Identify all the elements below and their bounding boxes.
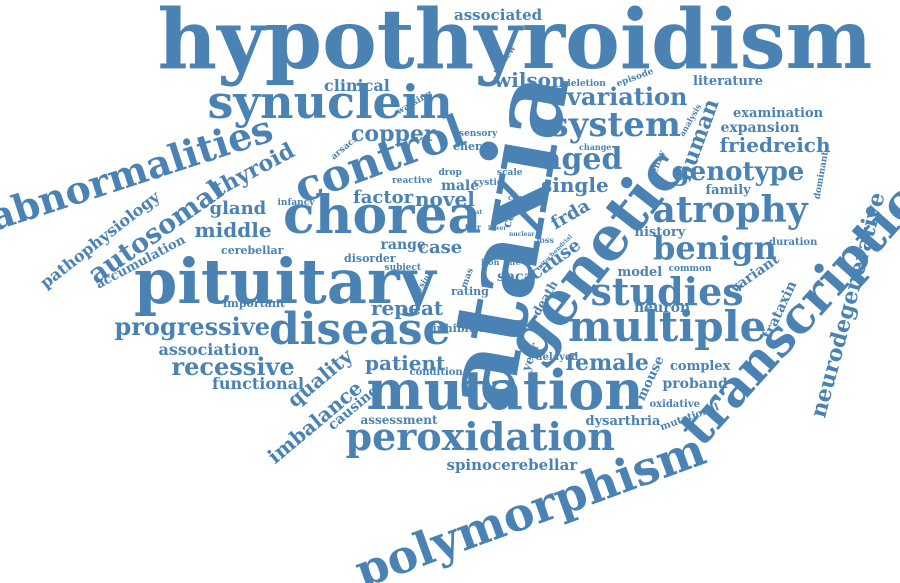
- word-assessment: assessment: [360, 413, 438, 427]
- word-past: past: [468, 209, 483, 216]
- word-count: count: [508, 192, 531, 202]
- word-energy: energy: [453, 139, 495, 153]
- word-disorder: disorder: [344, 251, 396, 265]
- word-gland: gland: [209, 198, 267, 219]
- word-drop: drop: [438, 167, 462, 178]
- word-dominant: dominant: [812, 150, 831, 200]
- word-progressive: progressive: [114, 312, 270, 341]
- word-clinical: clinical: [324, 76, 390, 95]
- word-proband: proband: [662, 376, 728, 392]
- word-studies: studies: [590, 269, 744, 314]
- word-neuron: neuron: [634, 300, 691, 316]
- word-oxidative: oxidative: [649, 399, 701, 410]
- word-mutation: mutation: [366, 358, 644, 422]
- word-female: female: [565, 350, 649, 376]
- word-iron: iron: [481, 257, 500, 267]
- word-literature: literature: [693, 73, 764, 89]
- word-copper: copper: [351, 121, 436, 147]
- word-functional: functional: [212, 374, 305, 393]
- word-system: system: [549, 105, 681, 145]
- word-disease: disease: [269, 304, 451, 355]
- word-rare: rare: [504, 257, 521, 267]
- word-nuclear: nuclear: [509, 231, 535, 238]
- word-common: common: [668, 263, 712, 274]
- word-duration: duration: [769, 237, 818, 248]
- word-synuclein: synuclein: [207, 75, 453, 129]
- word-change: change: [579, 142, 612, 152]
- word-novel: novel: [415, 187, 475, 211]
- word-subject: subject: [384, 262, 422, 273]
- word-association: association: [158, 340, 260, 359]
- word-delayed: delayed: [535, 352, 579, 363]
- word-scale: scale: [497, 167, 523, 178]
- word-factor: factor: [353, 187, 414, 208]
- word-infancy: infancy: [277, 197, 315, 208]
- word-spinocerebellar: spinocerebellar: [446, 455, 578, 474]
- word-benign: benign: [653, 229, 777, 267]
- word-middle: middle: [194, 218, 272, 242]
- word-inhibition: inhibition: [432, 321, 494, 335]
- word-snca: snca: [497, 269, 533, 285]
- word-case: case: [418, 237, 463, 258]
- word-wilson: wilson: [494, 68, 566, 92]
- word-hypothyroidism: hypothyroidism: [157, 0, 873, 88]
- word-loss: loss: [536, 235, 554, 245]
- word-condition: condition: [409, 367, 463, 378]
- word-sensory: sensory: [459, 128, 498, 139]
- word-dysarthria: dysarthria: [585, 413, 661, 429]
- word-associated: associated: [454, 5, 543, 24]
- word-history: history: [634, 224, 686, 240]
- word-patient: patient: [365, 351, 446, 375]
- word-peroxidation: peroxidation: [345, 414, 615, 459]
- word-friedreich: friedreich: [719, 133, 831, 157]
- word-important: important: [223, 296, 285, 310]
- word-male: male: [441, 178, 480, 194]
- word-pituitary: pituitary: [134, 245, 436, 318]
- word-range: range: [380, 237, 426, 253]
- word-model: model: [617, 264, 663, 280]
- word-tier: tier: [465, 222, 482, 232]
- word-single: single: [541, 173, 609, 197]
- word-repeat: repeat: [371, 296, 444, 320]
- word-genotype: genotype: [671, 157, 805, 187]
- word-cerebellar: cerebellar: [221, 243, 284, 257]
- word-expansion: expansion: [720, 120, 800, 136]
- word-variation: variation: [567, 82, 688, 111]
- word-reactive: reactive: [392, 175, 433, 186]
- word-lower: lower: [488, 225, 507, 232]
- word-chorea: chorea: [283, 185, 482, 246]
- word-recessive: recessive: [171, 352, 295, 381]
- word-atrophy: atrophy: [652, 189, 808, 231]
- word-complex: complex: [670, 358, 731, 374]
- word-aged: aged: [542, 142, 623, 177]
- word-deletion: deletion: [564, 78, 606, 89]
- word-rating: rating: [451, 284, 489, 298]
- word-examination: examination: [733, 105, 824, 121]
- word-multiple: multiple: [568, 302, 767, 351]
- word-cystic: cystic: [473, 177, 503, 188]
- word-family: family: [705, 182, 751, 198]
